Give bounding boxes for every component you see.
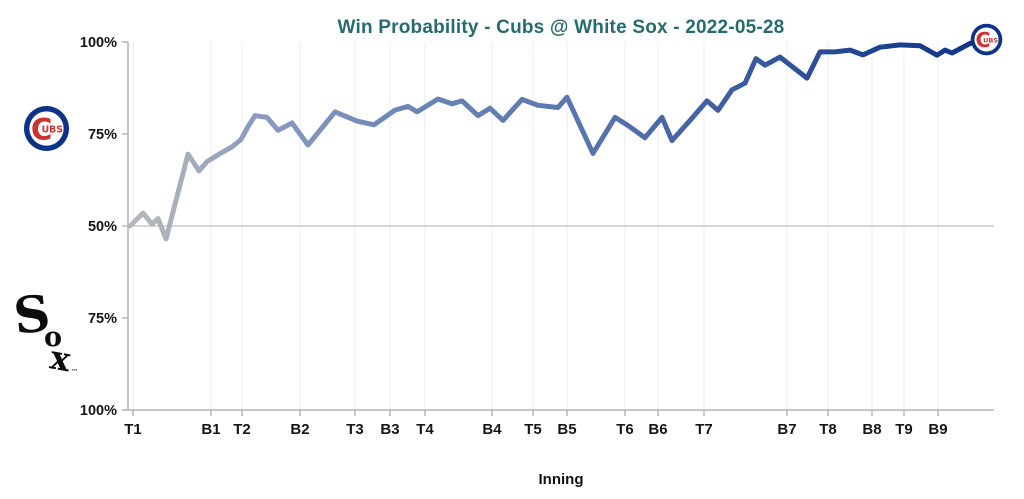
x-tick-label: B6 bbox=[648, 421, 667, 438]
x-tick-label: T4 bbox=[416, 421, 434, 438]
sox-logo-s: S bbox=[11, 286, 53, 346]
x-tick-label: B1 bbox=[201, 421, 220, 438]
cubs-logo-inner bbox=[29, 111, 64, 146]
cubs-marker-ubs: UBS bbox=[983, 36, 998, 44]
y-tick-label: 50% bbox=[88, 219, 117, 235]
x-tick-label: T7 bbox=[695, 421, 713, 438]
y-tick-label: 100% bbox=[80, 403, 117, 419]
chart-title: Win Probability - Cubs @ White Sox - 202… bbox=[337, 17, 785, 38]
win-probability-line bbox=[127, 39, 980, 242]
white-sox-logo: S o x ™ bbox=[11, 286, 78, 376]
x-tick-label: B9 bbox=[928, 421, 947, 438]
y-tick-label: 100% bbox=[80, 35, 117, 51]
cubs-logo-ubs: UBS bbox=[42, 124, 64, 135]
sox-logo-o: o bbox=[44, 322, 62, 353]
x-tick-label: B2 bbox=[290, 421, 309, 438]
x-tick-label: T3 bbox=[346, 421, 364, 438]
x-tick-label: T6 bbox=[616, 421, 634, 438]
final-point-cubs-marker: C UBS bbox=[970, 23, 1003, 56]
cubs-logo-c: C bbox=[31, 112, 53, 146]
cubs-marker-c: C bbox=[976, 28, 991, 52]
x-tick-label: T9 bbox=[895, 421, 913, 438]
x-tick-label: B8 bbox=[862, 421, 881, 438]
x-tick-label: B4 bbox=[482, 421, 502, 438]
x-tick-label: T5 bbox=[524, 421, 542, 438]
cubs-marker-inner bbox=[974, 27, 999, 52]
x-tick-label: T2 bbox=[233, 421, 251, 438]
x-axis-title: Inning bbox=[538, 471, 584, 488]
cubs-logo: C UBS bbox=[23, 105, 70, 152]
x-tick-label: B7 bbox=[777, 421, 796, 438]
sox-logo-trademark: ™ bbox=[71, 368, 78, 376]
x-tick-label: B5 bbox=[557, 421, 576, 438]
y-tick-label: 75% bbox=[88, 127, 117, 143]
x-tick-label: T1 bbox=[124, 421, 142, 438]
x-tick-label: B3 bbox=[380, 421, 399, 438]
y-tick-label: 75% bbox=[88, 311, 117, 327]
x-tick-label: T8 bbox=[819, 421, 837, 438]
